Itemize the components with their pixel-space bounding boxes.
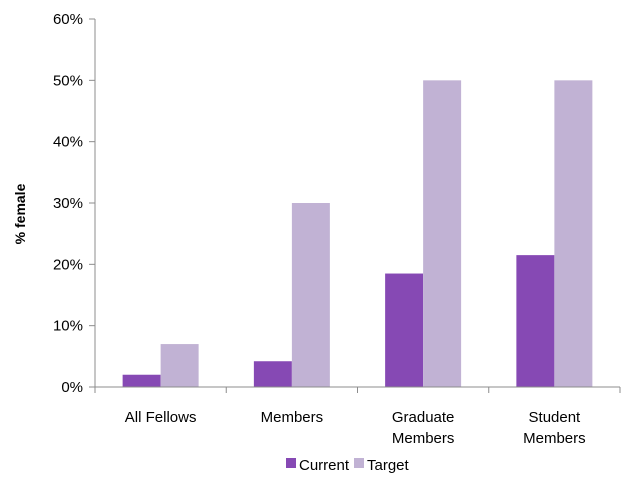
x-category-label-line: All Fellows bbox=[125, 409, 197, 426]
y-tick-label: 60% bbox=[53, 11, 83, 28]
bar-target-0 bbox=[160, 344, 199, 387]
x-category-label-line: Members bbox=[523, 430, 586, 447]
bar-target-3 bbox=[554, 80, 593, 387]
bar-current-2 bbox=[385, 273, 424, 387]
bars bbox=[122, 80, 593, 387]
y-tick-label: 10% bbox=[53, 318, 83, 335]
x-category-label-line: Student bbox=[529, 409, 582, 426]
y-axis-title: % female bbox=[12, 183, 28, 244]
bar-current-1 bbox=[253, 361, 292, 387]
x-category-label: Graduate Members bbox=[392, 409, 455, 447]
y-tick-label: 40% bbox=[53, 134, 83, 151]
legend-label-target: Target bbox=[367, 457, 410, 474]
bar-current-3 bbox=[516, 255, 555, 387]
bar-target-1 bbox=[291, 203, 330, 387]
x-category-label-line: Members bbox=[392, 430, 455, 447]
legend-swatch-current bbox=[286, 458, 296, 468]
x-category-label: Members bbox=[261, 409, 324, 426]
bar-target-2 bbox=[423, 80, 462, 387]
x-category-label-line: Members bbox=[261, 409, 324, 426]
legend-swatch-target bbox=[354, 458, 364, 468]
x-category-label: Student Members bbox=[523, 409, 586, 447]
legend: Current Target bbox=[286, 457, 410, 474]
y-tick-label: 50% bbox=[53, 72, 83, 89]
y-axis-ticks: 0% 10% 20% 30% 40% 50% 60% bbox=[53, 11, 95, 396]
bar-current-0 bbox=[122, 374, 161, 387]
x-axis-category-labels: All Fellows Members Graduate MembersStudent… bbox=[125, 409, 586, 447]
x-category-label-line: Graduate bbox=[392, 409, 455, 426]
y-tick-label: 0% bbox=[61, 379, 83, 396]
x-category-label: All Fellows bbox=[125, 409, 197, 426]
axes bbox=[94, 19, 621, 393]
legend-label-current: Current bbox=[299, 457, 350, 474]
y-tick-label: 20% bbox=[53, 256, 83, 273]
y-tick-label: 30% bbox=[53, 195, 83, 212]
